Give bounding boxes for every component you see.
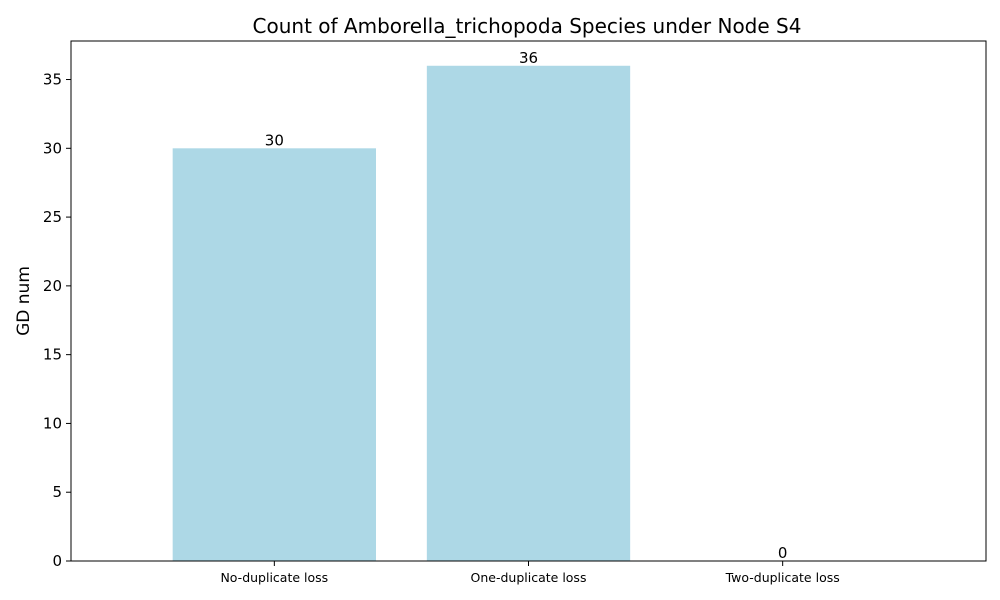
data-labels-group: 30 36 0 bbox=[265, 49, 788, 562]
y-tick-label: 0 bbox=[52, 552, 62, 570]
bar-0 bbox=[172, 148, 376, 562]
y-axis-label: GD num bbox=[14, 266, 34, 336]
x-tick-label: One-duplicate loss bbox=[471, 570, 587, 585]
x-tick-label: Two-duplicate loss bbox=[725, 570, 840, 585]
y-axis-ticks: 0 5 10 15 20 25 30 35 bbox=[43, 71, 71, 570]
bar-value-label: 0 bbox=[778, 544, 788, 562]
bar-value-label: 30 bbox=[265, 131, 284, 149]
y-tick-label: 5 bbox=[52, 483, 62, 501]
y-tick-label: 15 bbox=[43, 346, 62, 364]
x-tick-label: No-duplicate loss bbox=[220, 570, 328, 585]
bar-value-label: 36 bbox=[519, 49, 538, 67]
y-tick-label: 25 bbox=[43, 208, 62, 226]
chart-title: Count of Amborella_trichopoda Species un… bbox=[253, 14, 802, 38]
plot-frame bbox=[70, 40, 987, 562]
y-tick-label: 20 bbox=[43, 277, 62, 295]
y-tick-label: 30 bbox=[43, 139, 62, 157]
y-tick-label: 10 bbox=[43, 414, 62, 432]
bar-1 bbox=[426, 65, 631, 561]
x-axis-ticks: No-duplicate loss One-duplicate loss Two-d… bbox=[220, 561, 840, 585]
bars-group bbox=[172, 65, 631, 562]
y-tick-label: 35 bbox=[43, 71, 62, 89]
